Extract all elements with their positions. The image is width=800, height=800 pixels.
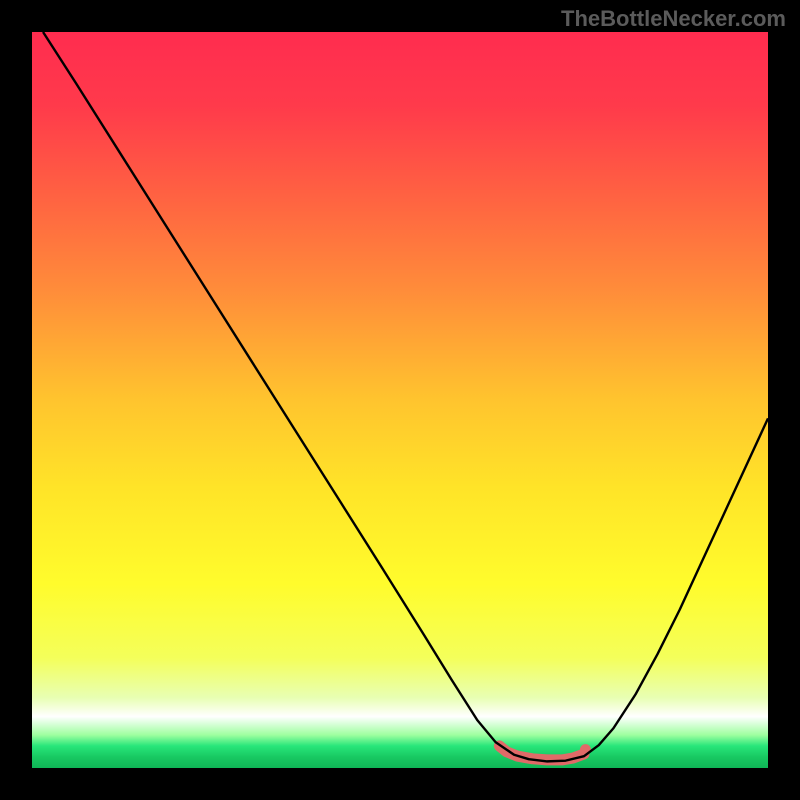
chart-frame: TheBottleNecker.com [0,0,800,800]
plot-svg [32,32,768,768]
gradient-background [32,32,768,768]
plot-area [32,32,768,768]
watermark-text: TheBottleNecker.com [561,6,786,32]
